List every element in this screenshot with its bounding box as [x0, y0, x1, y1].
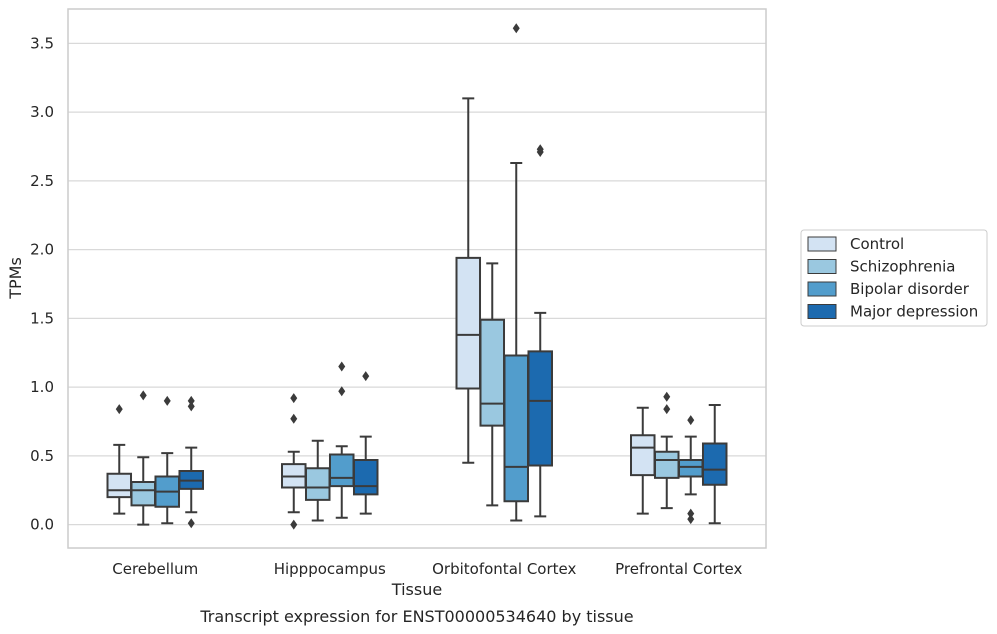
legend-swatch — [807, 281, 837, 297]
box-body — [653, 450, 680, 479]
outlier-point — [338, 361, 346, 372]
outlier-point — [115, 404, 123, 415]
legend-frame — [800, 229, 988, 327]
x-tick-label: Orbitofontal Cortex — [432, 560, 576, 578]
box-0-3 — [178, 395, 204, 529]
box-body — [479, 318, 506, 427]
chart-caption: Transcript expression for ENST0000053464… — [199, 607, 633, 626]
legend-label: Schizophrenia — [850, 258, 955, 276]
x-tick-label: Prefrontal Cortex — [615, 560, 742, 578]
outlier-point — [663, 391, 671, 402]
outlier-point — [187, 395, 195, 406]
legend-item: Control — [807, 235, 904, 253]
legend-item: Schizophrenia — [807, 258, 955, 276]
y-tick-labels: 0.0 0.5 1.0 1.5 2.0 2.5 3.0 3.5 — [30, 34, 54, 533]
y-tick-label: 2.0 — [30, 241, 54, 259]
outlier-point — [290, 413, 298, 424]
outlier-point — [139, 390, 147, 401]
outlier-point — [187, 401, 195, 412]
y-tick-label: 1.0 — [30, 378, 54, 396]
box-1-0 — [281, 393, 307, 530]
outlier-point — [536, 144, 544, 155]
box-body — [455, 256, 482, 390]
outlier-point — [163, 395, 171, 406]
box-1-2 — [328, 361, 355, 519]
outlier-point — [338, 386, 346, 397]
box-body — [304, 467, 331, 501]
y-tick-label: 3.5 — [30, 34, 54, 52]
x-tick-label: Cerebellum — [112, 560, 198, 578]
box-1-1 — [304, 439, 331, 522]
outlier-point — [687, 508, 695, 519]
box-body — [701, 442, 728, 486]
legend-label: Control — [850, 235, 904, 253]
box-0-1 — [130, 390, 157, 526]
box-body — [503, 354, 530, 503]
outlier-point — [187, 518, 195, 529]
box-body — [352, 459, 379, 496]
y-tick-label: 2.5 — [30, 172, 54, 190]
y-tick-label: 0.5 — [30, 447, 54, 465]
outlier-point — [290, 519, 298, 530]
legend-swatch — [807, 236, 837, 252]
legend-label: Bipolar disorder — [850, 280, 970, 298]
legend-swatch — [807, 304, 837, 319]
outlier-point — [362, 371, 370, 382]
boxes-layer — [106, 23, 728, 530]
y-tick-label: 0.0 — [30, 516, 54, 534]
y-axis-title: TPMs — [6, 257, 25, 300]
box-body — [130, 481, 157, 507]
y-tick-label: 1.5 — [30, 309, 54, 327]
box-0-0 — [106, 404, 133, 515]
box-0-2 — [154, 395, 181, 525]
box-body — [106, 472, 133, 499]
legend-swatch — [807, 259, 837, 274]
x-tick-label: Hipppocampus — [274, 560, 386, 578]
box-2-2 — [503, 23, 530, 522]
box-body — [328, 453, 355, 488]
box-2-1 — [479, 262, 506, 507]
outlier-point — [663, 404, 671, 415]
box-3-3 — [701, 404, 728, 525]
plot-frame — [67, 8, 767, 549]
x-tick-labels: Cerebellum Hipppocampus Orbitofontal Corte… — [112, 560, 742, 578]
legend-item: Bipolar disorder — [807, 280, 970, 298]
outlier-point — [512, 23, 520, 34]
x-axis-title: Tissue — [391, 580, 442, 599]
box-3-1 — [653, 391, 680, 510]
box-body — [630, 434, 656, 477]
box-3-2 — [677, 415, 704, 525]
outlier-point — [687, 415, 695, 426]
box-2-3 — [527, 144, 553, 518]
legend-label: Major depression — [850, 303, 978, 321]
outlier-point — [290, 393, 298, 404]
box-3-0 — [630, 406, 656, 515]
box-1-3 — [352, 371, 379, 515]
legend: Control Schizophrenia Bipolar disorder Majo… — [800, 229, 988, 327]
box-2-0 — [455, 97, 482, 464]
grid-layer — [68, 42, 766, 526]
outlier-point — [687, 514, 695, 525]
legend-item: Major depression — [807, 303, 978, 321]
y-tick-label: 3.0 — [30, 103, 54, 121]
box-body — [527, 350, 553, 467]
box-body — [677, 459, 704, 478]
